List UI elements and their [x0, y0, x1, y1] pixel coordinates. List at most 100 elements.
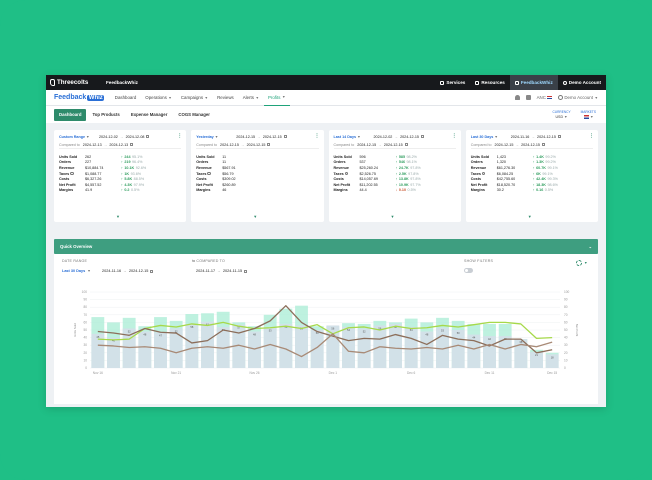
more-menu-icon[interactable]: ⋮	[589, 133, 594, 139]
resources-link[interactable]: Resources	[470, 75, 510, 90]
chevron-down-icon[interactable]: ⌄	[588, 244, 592, 249]
compare-date-field[interactable]: 2024-12-15 → 2024-12-15	[220, 143, 271, 147]
expand-chevron-icon[interactable]: ▼	[527, 214, 532, 219]
overview-to: 2024-12-15	[128, 269, 149, 273]
metric-value: 1,320	[496, 160, 506, 165]
chart-bar	[310, 330, 324, 368]
range-selector[interactable]: Last 14 Days ▼	[334, 135, 371, 139]
services-link[interactable]: Services	[435, 75, 470, 90]
metric-name-text: Units Sold	[333, 154, 352, 159]
metric-delta-value: 0.16	[536, 188, 544, 193]
card-date-field[interactable]: 2024-12-15 → 2024-12-15	[236, 135, 287, 139]
feedbackwhiz-link[interactable]: FeedbackWhiz	[509, 75, 558, 90]
y2-tick-label: 80	[564, 305, 568, 309]
tab-expense-manager[interactable]: Expense Manager	[130, 112, 168, 117]
metric-value: 1,423	[496, 154, 506, 159]
card-date-field[interactable]: 2024-12-02 → 2024-12-15	[374, 135, 424, 139]
compare-date-field[interactable]: 2024-12-15 → 2024-12-15	[495, 143, 545, 147]
metric-delta: ↑ 1.4K 99.2%	[533, 155, 556, 159]
metric-value: 227	[85, 160, 92, 165]
expand-chevron-icon[interactable]: ▼	[390, 214, 395, 219]
card-date-field[interactable]: 2024-11-16 → 2024-12-15	[511, 135, 561, 139]
bell-icon[interactable]	[514, 95, 520, 100]
chevron-down-icon[interactable]: ▼	[584, 261, 588, 265]
nav-reviews[interactable]: Reviews	[213, 90, 239, 106]
range-selector[interactable]: Custom Range ▼	[59, 135, 96, 139]
metric-delta-pct: 99.2%	[545, 154, 556, 159]
user-menu[interactable]: Demo Account ▼	[557, 95, 598, 100]
arrow-up-icon: ↑	[395, 154, 398, 159]
metric-delta-value: 1K	[124, 171, 130, 176]
expand-chevron-icon[interactable]: ▼	[116, 214, 120, 219]
date-range-selector[interactable]: Last 30 Days ▼	[62, 269, 91, 273]
compared-to-label: ⇆ COMPARED TO	[192, 259, 225, 263]
currency-selector[interactable]: CURRENCY USD ▼	[553, 110, 571, 119]
more-menu-icon[interactable]: ⋮	[451, 133, 457, 139]
mail-icon[interactable]	[525, 95, 531, 100]
card-compared: Compared to 2024-12-13 → 2024-12-13	[59, 141, 182, 149]
brand-badge: Whiz	[87, 94, 105, 101]
metric-delta-value: 219	[124, 160, 131, 165]
info-icon[interactable]	[481, 171, 486, 176]
metrics-list: Units Sold 1,423 ↑ 1.4K 99.2% Orders 1,320 ↑ 1.3…	[471, 154, 593, 193]
metric-row: Margins 41.9 ↑ 0.2 0.5%	[59, 188, 181, 194]
more-menu-icon[interactable]: ⋮	[314, 133, 320, 139]
metric-row: Orders 227 ↑ 219 96.4%	[59, 160, 181, 166]
compare-date-field[interactable]: 2024-11-17 → 2024-11-15	[196, 269, 248, 273]
metric-name-text: Revenue	[59, 165, 75, 170]
range-selector[interactable]: Last 30 Days ▼	[471, 135, 508, 139]
chevron-down-icon: ▼	[590, 115, 594, 119]
metric-name: Units Sold	[196, 155, 222, 159]
us-flag-icon	[546, 95, 552, 99]
nav-dashboard-label: Dashboard	[114, 95, 137, 100]
metric-delta: ↑ 60.7K 99.1%	[533, 166, 558, 170]
metric-name-text: Margins	[196, 188, 211, 193]
metric-value: $2,526.75	[359, 171, 376, 176]
feedbackwhiz-logo[interactable]: Feedback Whiz	[46, 94, 105, 101]
more-menu-icon[interactable]: ⋮	[177, 133, 183, 139]
bar-value-label: 52	[363, 329, 366, 333]
chevron-down-icon: ▼	[86, 134, 90, 139]
nav-dashboard[interactable]: Dashboard	[110, 90, 140, 106]
tab-cogs-manager[interactable]: COGS Manager	[178, 112, 210, 117]
metric-row: Costs $42,755.60 ↑ 42.4K 99.3%	[471, 176, 593, 182]
tab-dashboard[interactable]: Dashboard	[54, 108, 87, 121]
threecolts-logo[interactable]: Threecolts	[46, 79, 106, 86]
metric-delta: ↑ 0.2 0.5%	[121, 188, 139, 192]
nav-campaigns[interactable]: Campaigns ▼	[176, 90, 212, 106]
calendar-icon	[420, 135, 424, 138]
demo-account-link[interactable]: Demo Account	[558, 75, 606, 90]
tab-top-products[interactable]: Top Products	[92, 112, 120, 117]
nav-operations[interactable]: Operations ▼	[141, 90, 177, 106]
info-icon[interactable]	[344, 171, 349, 176]
expand-chevron-icon[interactable]: ▼	[253, 214, 258, 219]
store-selector[interactable]: ANC	[537, 95, 552, 100]
range-selector[interactable]: Yesterday ▼	[196, 135, 233, 139]
bar-value-label: 38	[519, 340, 522, 344]
metric-delta-value: 1.3K	[536, 160, 544, 165]
cmp-to: 2024-12-13	[109, 142, 129, 147]
chart-bar	[216, 326, 230, 368]
compare-date-field[interactable]: 2024-12-13 → 2024-12-13	[83, 142, 134, 147]
summary-card: Yesterday ▼ 2024-12-15 → 2024-12-15 ⋮ Compared…	[191, 130, 324, 222]
arrow-up-icon: ↑	[532, 165, 535, 170]
nav-profits[interactable]: Profits ▼	[263, 90, 291, 106]
arrow-up-icon: ↑	[532, 177, 535, 182]
compare-date-field[interactable]: 2024-12-15 → 2024-12-15	[357, 143, 408, 147]
gear-icon[interactable]	[576, 260, 582, 266]
metric-row: Taxes $2,526.75 ↑ 2.5K 97.8%	[334, 171, 456, 177]
nav-alerts[interactable]: Alerts ▼	[238, 90, 263, 106]
info-icon[interactable]	[70, 171, 74, 176]
metric-name: Net Profit	[471, 183, 497, 187]
card-date-field[interactable]: 2024-12-02 → 2024-12-08	[99, 135, 150, 139]
account-name[interactable]: FeedbackWhiz	[106, 80, 138, 85]
markets-selector[interactable]: MARKETS ▼	[581, 110, 596, 119]
overview-date-field[interactable]: 2024-11-16 → 2024-12-15	[102, 269, 154, 273]
info-icon[interactable]	[207, 171, 211, 176]
metric-delta: ↑ 10.9K 97.7%	[396, 183, 421, 187]
card-compared: Compared to 2024-12-15 → 2024-12-15	[470, 141, 593, 149]
quick-overview-header[interactable]: Quick Overview ⌄	[54, 239, 598, 254]
metric-delta-value: 2.5K	[398, 171, 407, 176]
metric-name-text: Margins	[333, 188, 348, 193]
show-filters-toggle[interactable]	[464, 268, 473, 273]
